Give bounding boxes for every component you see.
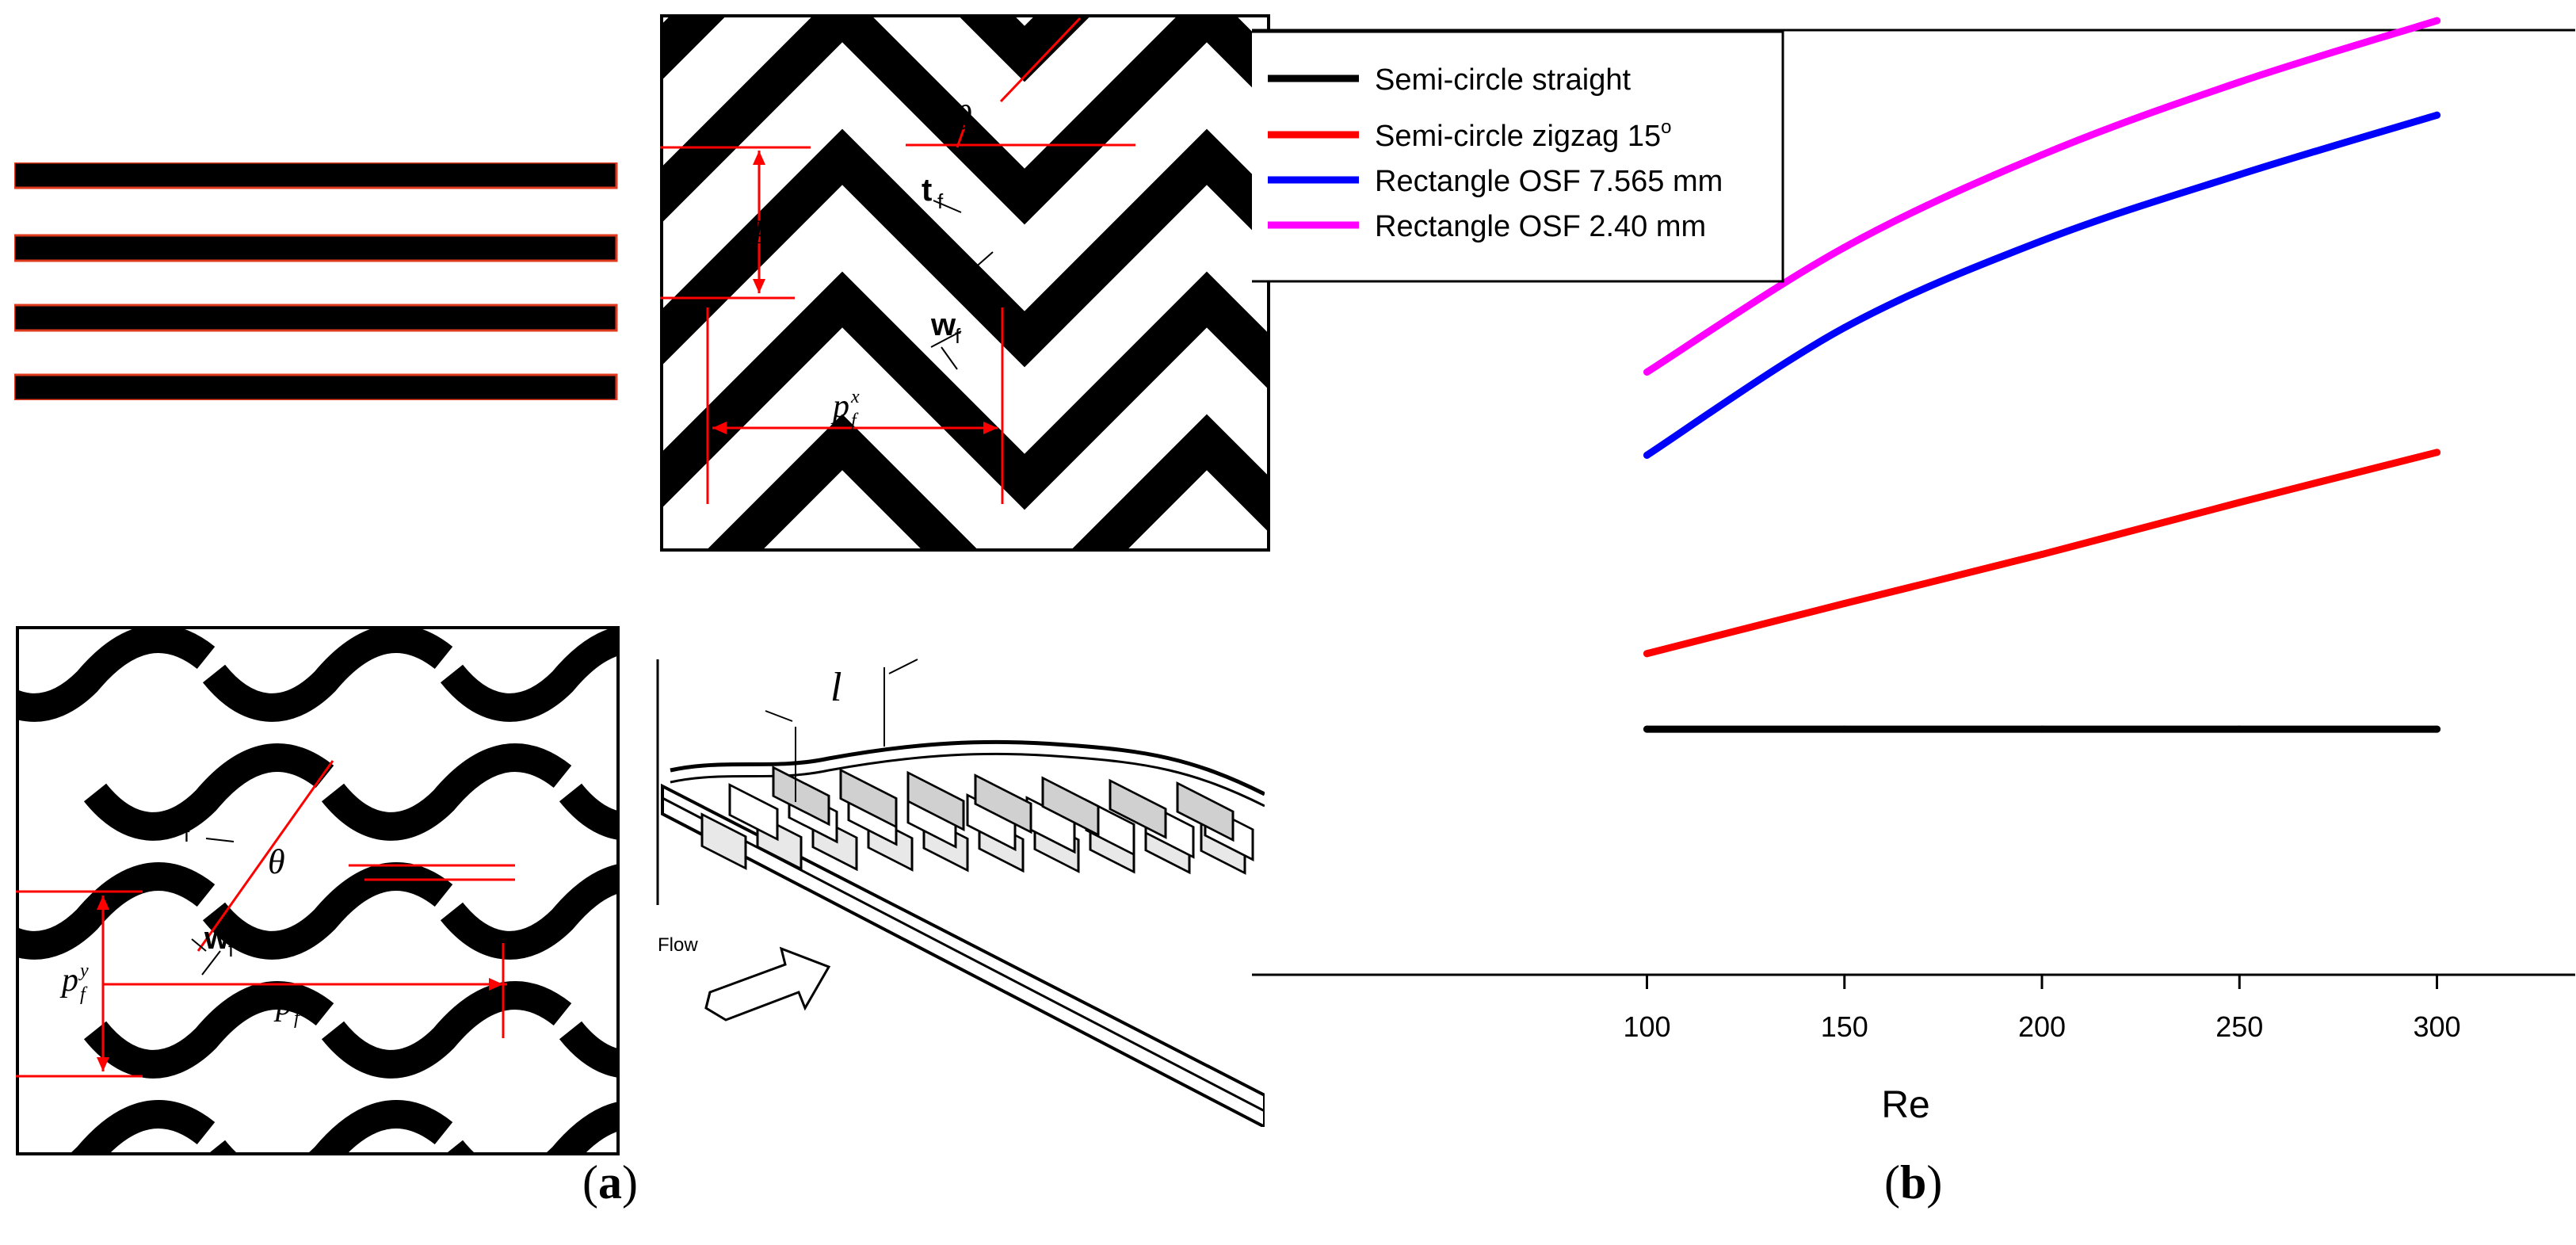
svg-text:w: w <box>930 307 956 342</box>
zigzag-channels-diagram: θ t f w f p y f p x f <box>660 14 1270 552</box>
data-point-1-1 <box>1841 600 1849 608</box>
fin-thickness-label: t f <box>168 806 190 846</box>
svg-text:x: x <box>293 984 303 1005</box>
fin-thickness-label: t f <box>922 173 944 213</box>
data-point-1-2 <box>2038 551 2046 559</box>
data-point-1-4 <box>2433 449 2441 456</box>
svg-text:θ: θ <box>268 842 285 881</box>
svg-text:f: f <box>228 938 235 961</box>
flow-arrow-icon <box>704 946 831 1022</box>
svg-text:p: p <box>273 986 292 1022</box>
data-point-2-2 <box>2038 237 2046 245</box>
data-point-2-1 <box>1841 323 1849 331</box>
x-tick-label: 100 <box>1623 1010 1670 1043</box>
data-point-3-1 <box>1841 243 1849 251</box>
svg-text:f: f <box>80 984 88 1005</box>
x-tick-group: 100 150 200 250 300 <box>1623 975 2461 1043</box>
data-point-2-0 <box>1643 451 1651 459</box>
x-axis-label: Re <box>1881 1084 1929 1126</box>
theta-label: θ <box>268 842 285 881</box>
svg-text:f: f <box>184 823 190 846</box>
svg-text:w: w <box>204 921 230 956</box>
line-chart: 100 150 200 250 300 Re Semi-circle straight … <box>1252 17 2575 1126</box>
data-point-3-4 <box>2433 17 2441 25</box>
svg-text:t: t <box>168 806 178 841</box>
zigzag-fin <box>660 271 1270 510</box>
caption-b: (b) <box>1884 1156 1943 1209</box>
theta-label: θ <box>955 98 972 137</box>
data-point-3-3 <box>2235 78 2243 86</box>
zigzag-fin <box>704 414 1270 552</box>
legend-label-semi-circle-straight: Semi-circle straight <box>1375 63 1631 97</box>
legend-box <box>1252 30 1784 283</box>
x-tick-label: 150 <box>1821 1010 1868 1043</box>
x-tick-label: 250 <box>2215 1010 2263 1043</box>
svg-text:y: y <box>772 206 782 227</box>
data-point-0-3 <box>2235 725 2243 733</box>
svg-text:θ: θ <box>955 98 972 137</box>
svg-text:f: f <box>851 411 859 431</box>
svg-text:p: p <box>753 208 772 244</box>
longitudinal-pitch-label: p x f <box>273 984 303 1029</box>
svg-text:f: f <box>773 230 781 250</box>
flow-label: Flow <box>658 934 698 956</box>
wavy-channels-diagram: θ t f w f p y f p x f <box>16 626 620 1155</box>
svg-text:f: f <box>937 189 944 213</box>
data-point-2-4 <box>2433 111 2441 119</box>
wavy-fin-group <box>16 639 620 1155</box>
offset-strip-fin-diagram: l Flow <box>656 659 1265 1127</box>
svg-text:p: p <box>830 388 849 425</box>
fin-width-label: w f <box>204 921 235 961</box>
data-point-3-0 <box>1643 369 1651 376</box>
straight-fin-1 <box>14 162 618 189</box>
svg-text:f: f <box>294 1008 302 1029</box>
svg-text:y: y <box>78 960 89 981</box>
straight-fin-3 <box>14 304 618 332</box>
legend-label-rectangle-osf-7565: Rectangle OSF 7.565 mm <box>1375 165 1723 198</box>
zigzag-fin <box>660 128 1270 368</box>
data-point-0-2 <box>2038 725 2046 733</box>
data-point-3-2 <box>2038 151 2046 158</box>
data-point-0-4 <box>2433 725 2441 733</box>
x-tick-label: 300 <box>2413 1010 2460 1043</box>
straight-channels-diagram <box>14 162 618 400</box>
transverse-pitch-label: p y f <box>753 206 782 250</box>
longitudinal-pitch-label: p x f <box>830 387 860 431</box>
caption-a: (a) <box>582 1156 638 1209</box>
data-point-2-3 <box>2235 170 2243 178</box>
data-point-0-1 <box>1841 725 1849 733</box>
legend-label-rectangle-osf-240: Rectangle OSF 2.40 mm <box>1375 210 1706 243</box>
legend: Semi-circle straight Semi-circle zigzag … <box>1252 30 1784 283</box>
zigzag-frame <box>660 14 1270 552</box>
data-point-0-0 <box>1643 725 1651 733</box>
straight-fin-4 <box>14 373 618 400</box>
svg-text:t: t <box>922 173 932 208</box>
transverse-pitch-label: p y f <box>59 960 89 1005</box>
svg-text:f: f <box>955 324 961 348</box>
x-tick-label: 200 <box>2018 1010 2066 1043</box>
zigzag-fin <box>660 14 1270 225</box>
series-group <box>1643 17 2441 733</box>
straight-fin-2 <box>14 234 618 262</box>
legend-label-semi-circle-zigzag: Semi-circle zigzag 15o <box>1375 116 1672 153</box>
fin-length-label: l <box>830 665 841 710</box>
svg-text:p: p <box>59 962 78 999</box>
data-point-1-3 <box>2235 498 2243 506</box>
data-point-1-0 <box>1643 650 1651 658</box>
fin-width-label: w f <box>930 307 961 348</box>
svg-text:x: x <box>850 387 860 407</box>
